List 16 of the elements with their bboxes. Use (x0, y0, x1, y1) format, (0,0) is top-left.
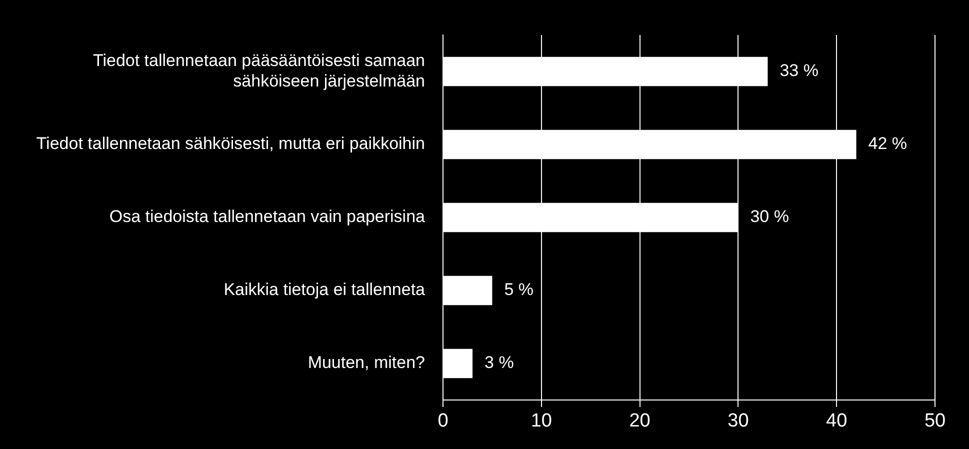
data-label: 3 % (484, 353, 514, 372)
y-tick-label: Osa tiedoista tallennetaan vain paperisina (109, 207, 426, 226)
y-tick-label: Kaikkia tietoja ei tallenneta (224, 280, 426, 300)
x-tick-label: 20 (629, 410, 650, 432)
data-label: 42 % (868, 134, 908, 154)
x-tick-label: 30 (728, 410, 749, 432)
x-tick-label: 0 (438, 410, 448, 432)
x-tick-label: 10 (530, 410, 552, 432)
y-tick-label: Tiedot tallennetaan pääsääntöisesti samaan sähköiseen järjestelmään (92, 50, 425, 90)
x-tick-label: 40 (826, 410, 848, 432)
data-label: 5 % (504, 280, 534, 300)
y-tick-label: Tiedot tallennetaan sähköisesti, mutta eri paikkoihin (36, 134, 425, 154)
x-tick-label: 50 (924, 410, 946, 432)
y-tick-label: Muuten, miten? (308, 353, 425, 372)
data-label: 30 % (750, 207, 789, 226)
data-label: 33 % (780, 61, 818, 80)
